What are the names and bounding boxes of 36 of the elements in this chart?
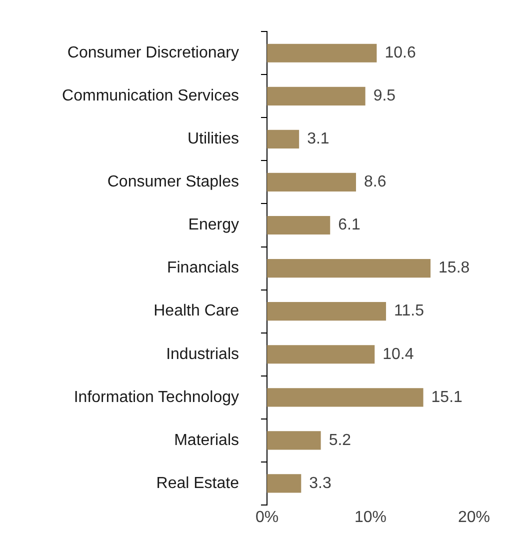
y-tick-label: Consumer Staples	[107, 174, 239, 191]
data-label: 10.6	[384, 44, 416, 62]
data-label: 8.6	[364, 174, 386, 191]
y-tick-label: Communication Services	[62, 88, 239, 105]
y-tick-label: Financials	[166, 260, 239, 277]
bar	[267, 216, 330, 235]
bar	[267, 259, 431, 278]
y-tick-label: Consumer Discretionary	[67, 44, 239, 62]
x-tick-label: 0%	[255, 509, 279, 526]
bar	[267, 431, 321, 450]
x-tick-label: 10%	[354, 509, 387, 526]
data-label: 3.3	[309, 474, 332, 492]
y-tick-label: Materials	[174, 432, 239, 449]
data-label: 15.1	[431, 388, 463, 406]
data-label: 6.1	[338, 216, 360, 234]
bar	[267, 44, 377, 62]
bar	[267, 130, 300, 148]
data-label: 11.5	[394, 302, 424, 320]
y-tick-label: Information Technology	[74, 388, 239, 406]
bar	[267, 86, 366, 106]
data-label: 15.8	[438, 260, 470, 277]
y-tick-label: Energy	[188, 216, 239, 234]
bar	[267, 388, 424, 407]
bar	[267, 345, 375, 364]
bar	[267, 474, 302, 493]
bar	[267, 302, 386, 321]
y-tick-label: Utilities	[187, 130, 239, 148]
y-tick-label: Health Care	[154, 302, 240, 320]
y-tick-label: Industrials	[166, 346, 239, 363]
data-label: 3.1	[307, 130, 330, 148]
bar	[267, 172, 356, 192]
data-label: 5.2	[328, 432, 352, 449]
data-label: 10.4	[382, 346, 414, 363]
x-tick-label: 20%	[458, 509, 490, 526]
data-label: 9.5	[373, 88, 396, 105]
y-tick-label: Real Estate	[156, 474, 240, 492]
